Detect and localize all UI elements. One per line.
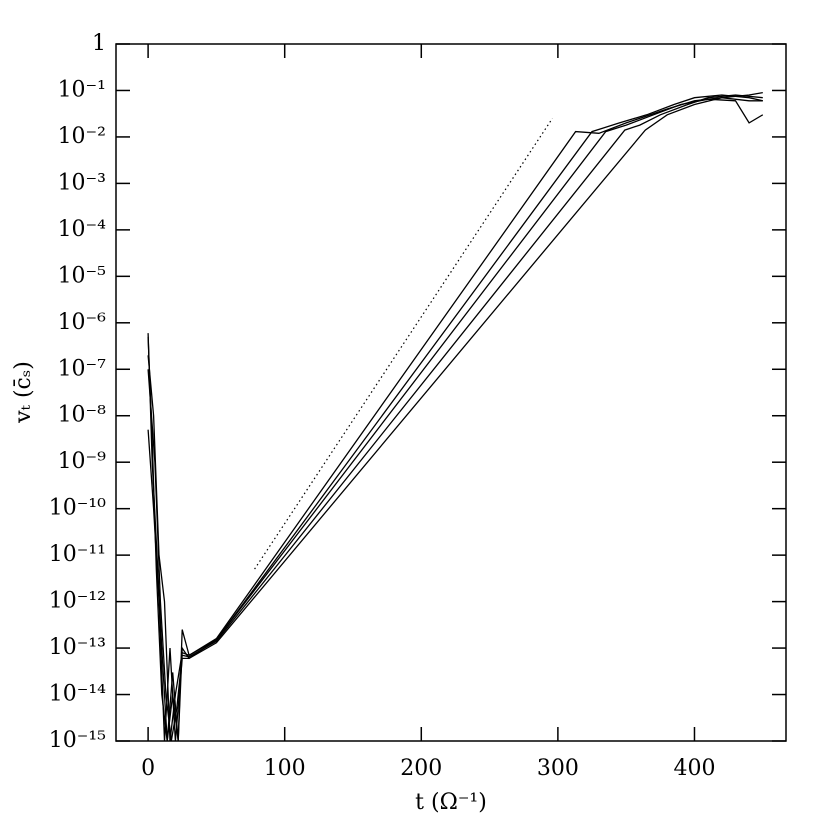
series-line bbox=[147, 94, 763, 741]
y-tick-label: 10⁻⁶ bbox=[58, 310, 107, 335]
y-axis-label: vₜ (c̄ₛ) bbox=[11, 361, 36, 424]
series-line bbox=[147, 97, 763, 741]
y-tick-label: 10⁻¹¹ bbox=[49, 542, 106, 567]
series-line bbox=[147, 98, 764, 741]
x-tick-label: 0 bbox=[141, 756, 155, 781]
y-tick-label: 10⁻⁴ bbox=[58, 217, 107, 242]
y-tick-label: 10⁻¹² bbox=[49, 589, 106, 614]
x-tick-label: 200 bbox=[400, 756, 442, 781]
series-line bbox=[147, 94, 763, 741]
y-tick-label: 10⁻¹⁰ bbox=[49, 496, 106, 521]
y-tick-label: 10⁻³ bbox=[58, 170, 106, 195]
lines bbox=[147, 91, 764, 741]
y-tick-label: 10⁻¹⁴ bbox=[49, 682, 106, 707]
dotted-line bbox=[254, 118, 553, 570]
x-tick-label: 100 bbox=[264, 756, 306, 781]
x-axis-label: t (Ω⁻¹) bbox=[415, 790, 487, 815]
x-tick-label: 400 bbox=[673, 756, 715, 781]
y-tick-label: 10⁻¹³ bbox=[49, 635, 106, 660]
y-tick-label: 10⁻⁷ bbox=[58, 356, 107, 381]
y-tick-label: 10⁻⁵ bbox=[58, 263, 106, 288]
y-tick-label: 1 bbox=[92, 31, 106, 56]
y-tick-label: 10⁻⁹ bbox=[58, 449, 107, 474]
y-tick-label: 10⁻² bbox=[58, 124, 106, 149]
y-tick-label: 10⁻¹⁵ bbox=[49, 728, 106, 753]
series-line bbox=[147, 91, 763, 741]
plot-frame bbox=[115, 43, 787, 742]
x-tick-label: 300 bbox=[537, 756, 579, 781]
y-tick-label: 10⁻¹ bbox=[58, 77, 106, 102]
y-tick-label: 10⁻⁸ bbox=[58, 403, 107, 428]
